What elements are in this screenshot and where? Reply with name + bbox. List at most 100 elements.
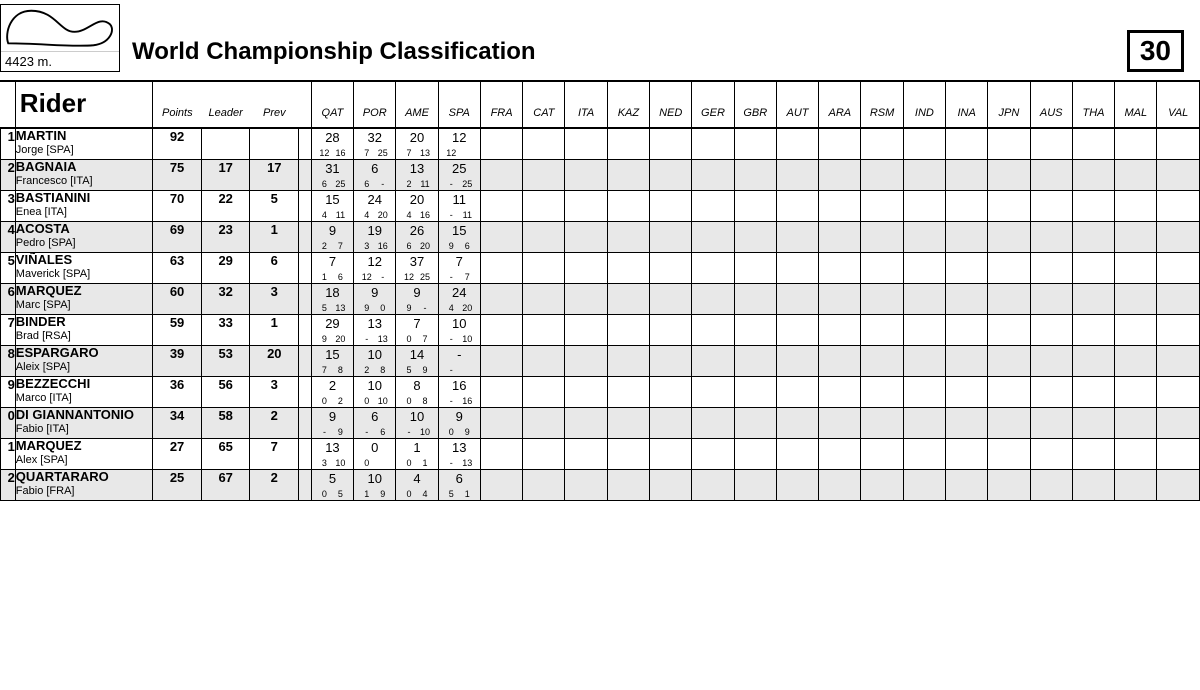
round-breakdown: 90 (354, 302, 395, 314)
round-cell (819, 377, 861, 408)
round-total: - (439, 346, 480, 364)
round-cell (988, 284, 1030, 315)
round-breakdown: 416 (396, 209, 437, 221)
round-cell (607, 377, 649, 408)
round-total: 31 (312, 160, 353, 178)
round-cell (946, 315, 988, 346)
rider-cell: MARQUEZMarc [SPA] (15, 284, 152, 315)
leader-cell: 23 (201, 222, 250, 253)
col-round-rsm: RSM (861, 82, 903, 128)
round-breakdown: 59 (396, 364, 437, 376)
round-cell (480, 160, 522, 191)
col-round-spa: SPA (438, 82, 480, 128)
round-cell: 1028 (354, 346, 396, 377)
round-cell (1157, 284, 1200, 315)
pos-cell: 0 (1, 408, 16, 439)
round-cell (988, 408, 1030, 439)
round-cell (903, 439, 945, 470)
round-cell: 25-25 (438, 160, 480, 191)
round-cell (776, 160, 818, 191)
rider-firstname: Jorge [SPA] (16, 143, 152, 157)
leader-cell: 67 (201, 470, 250, 501)
round-cell (946, 408, 988, 439)
round-cell (903, 128, 945, 160)
round-breakdown: 05 (312, 488, 353, 500)
col-round-ind: IND (903, 82, 945, 128)
round-cell (776, 408, 818, 439)
round-cell (946, 439, 988, 470)
round-cell (946, 191, 988, 222)
round-total: 6 (439, 470, 480, 488)
round-cell (1157, 160, 1200, 191)
round-breakdown: 16 (312, 271, 353, 283)
prev-cell: 20 (250, 346, 299, 377)
round-total: 13 (439, 439, 480, 457)
col-round-ina: INA (946, 82, 988, 128)
round-breakdown: 0 (354, 457, 395, 469)
rider-cell: ESPARGAROAleix [SPA] (15, 346, 152, 377)
prev-cell: 7 (250, 439, 299, 470)
round-cell (1072, 377, 1114, 408)
track-box: 4423 m. (0, 4, 120, 72)
points-cell: 25 (153, 470, 202, 501)
rider-firstname: Enea [ITA] (16, 205, 152, 219)
round-cell (1115, 191, 1157, 222)
round-cell (607, 222, 649, 253)
round-cell: 909 (438, 408, 480, 439)
round-cell: 29920 (311, 315, 353, 346)
pos-cell: 1 (1, 439, 16, 470)
round-cell (607, 284, 649, 315)
round-cell (565, 160, 607, 191)
round-cell (1072, 222, 1114, 253)
round-cell (565, 377, 607, 408)
round-cell: 6-6 (354, 408, 396, 439)
round-cell (734, 439, 776, 470)
round-cell: 32725 (354, 128, 396, 160)
col-round-ara: ARA (819, 82, 861, 128)
round-cell (650, 160, 692, 191)
rider-cell: MARTINJorge [SPA] (15, 128, 152, 160)
round-cell (607, 408, 649, 439)
round-cell (988, 222, 1030, 253)
col-round-fra: FRA (480, 82, 522, 128)
round-cell (1115, 284, 1157, 315)
round-cell (565, 191, 607, 222)
round-cell (692, 377, 734, 408)
round-cell (1115, 470, 1157, 501)
round-breakdown: - (439, 364, 480, 376)
round-breakdown: -13 (354, 333, 395, 345)
round-cell (1072, 408, 1114, 439)
round-cell (1115, 160, 1157, 191)
round-cell: 101 (396, 439, 438, 470)
round-cell (903, 160, 945, 191)
prev-cell: 6 (250, 253, 299, 284)
round-cell: 13-13 (438, 439, 480, 470)
round-cell (692, 222, 734, 253)
rider-firstname: Francesco [ITA] (16, 174, 152, 188)
round-cell (776, 470, 818, 501)
round-total: 0 (354, 439, 395, 457)
round-cell (1115, 408, 1157, 439)
round-cell (776, 222, 818, 253)
round-cell (861, 408, 903, 439)
points-cell: 36 (153, 377, 202, 408)
col-round-kaz: KAZ (607, 82, 649, 128)
table-row: 1MARQUEZAlex [SPA]27657133100010113-13 (1, 439, 1200, 470)
col-round-mal: MAL (1115, 82, 1157, 128)
round-cell (480, 222, 522, 253)
round-cell (523, 377, 565, 408)
round-cell (776, 439, 818, 470)
round-cell (692, 253, 734, 284)
round-cell: 202 (311, 377, 353, 408)
round-breakdown: 211 (396, 178, 437, 190)
pos-cell: 9 (1, 377, 16, 408)
round-breakdown: 1225 (396, 271, 437, 283)
round-cell (650, 128, 692, 160)
round-cell (819, 160, 861, 191)
round-total: 8 (396, 377, 437, 395)
round-total: 20 (396, 191, 437, 209)
table-row: 4ACOSTAPedro [SPA]6923192719316266201596 (1, 222, 1200, 253)
round-cell (819, 284, 861, 315)
round-cell: -- (438, 346, 480, 377)
round-cell: 371225 (396, 253, 438, 284)
